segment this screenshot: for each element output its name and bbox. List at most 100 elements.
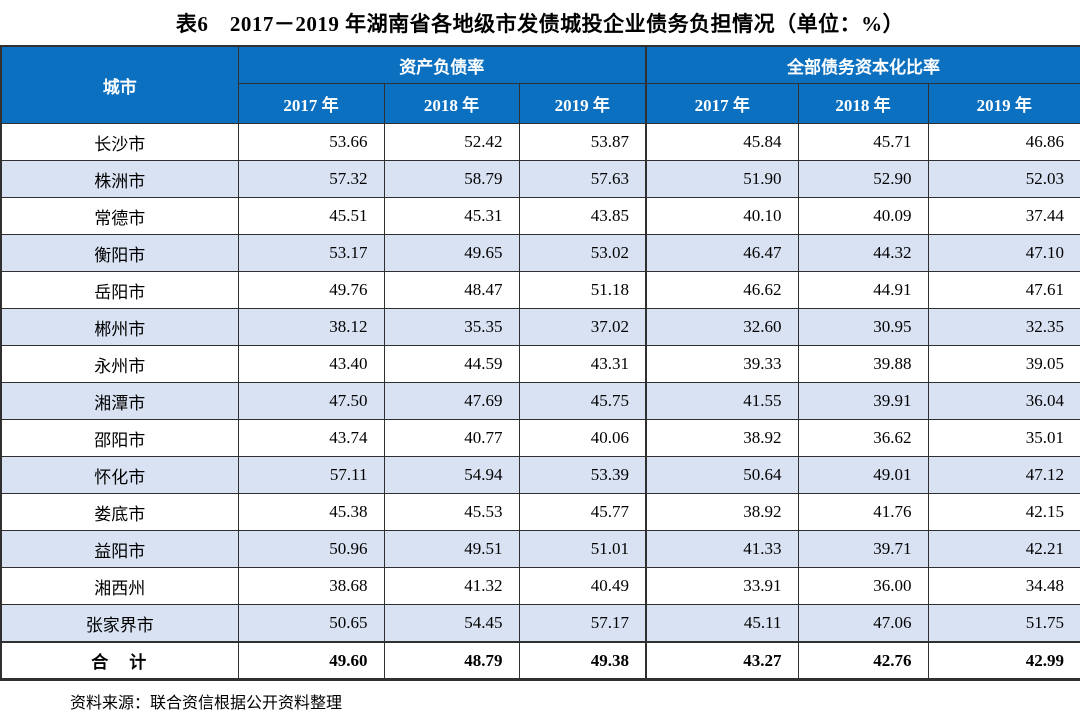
city-cell: 邵阳市 [0, 419, 239, 457]
value-cell: 52.42 [383, 123, 520, 161]
value-cell: 47.12 [927, 456, 1080, 494]
value-cell: 39.33 [645, 345, 799, 383]
city-column-header: 城市 [0, 45, 239, 124]
value-cell: 47.69 [383, 382, 520, 420]
value-cell: 53.17 [237, 234, 385, 272]
value-cell: 40.09 [797, 197, 929, 235]
table-header: 城市 资产负债率 全部债务资本化比率 2017 年 2018 年 2019 年 … [0, 45, 1080, 124]
value-cell: 48.47 [383, 271, 520, 309]
table-row: 张家界市 50.65 54.45 57.17 45.11 47.06 51.75 [0, 604, 1080, 643]
value-cell: 32.60 [645, 308, 799, 346]
value-cell: 44.91 [797, 271, 929, 309]
total-value-cell: 49.60 [237, 641, 385, 681]
value-cell: 41.76 [797, 493, 929, 531]
value-cell: 40.06 [518, 419, 647, 457]
value-cell: 32.35 [927, 308, 1080, 346]
value-cell: 51.75 [927, 604, 1080, 643]
value-cell: 49.65 [383, 234, 520, 272]
value-cell: 39.88 [797, 345, 929, 383]
year-header: 2018 年 [797, 83, 929, 124]
value-cell: 39.05 [927, 345, 1080, 383]
value-cell: 46.62 [645, 271, 799, 309]
value-cell: 35.01 [927, 419, 1080, 457]
value-cell: 51.01 [518, 530, 647, 568]
value-cell: 57.17 [518, 604, 647, 643]
value-cell: 43.85 [518, 197, 647, 235]
table-row: 衡阳市 53.17 49.65 53.02 46.47 44.32 47.10 [0, 234, 1080, 272]
table-row: 湘潭市 47.50 47.69 45.75 41.55 39.91 36.04 [0, 382, 1080, 420]
value-cell: 37.02 [518, 308, 647, 346]
year-header: 2019 年 [518, 83, 647, 124]
year-header: 2017 年 [645, 83, 799, 124]
value-cell: 38.92 [645, 419, 799, 457]
source-note: 资料来源：联合资信根据公开资料整理 [70, 695, 343, 712]
value-cell: 52.90 [797, 160, 929, 198]
value-cell: 39.91 [797, 382, 929, 420]
value-cell: 52.03 [927, 160, 1080, 198]
value-cell: 51.90 [645, 160, 799, 198]
table-row: 岳阳市 49.76 48.47 51.18 46.62 44.91 47.61 [0, 271, 1080, 309]
table-row: 怀化市 57.11 54.94 53.39 50.64 49.01 47.12 [0, 456, 1080, 494]
table-row: 长沙市 53.66 52.42 53.87 45.84 45.71 46.86 [0, 123, 1080, 161]
city-cell: 娄底市 [0, 493, 239, 531]
value-cell: 39.71 [797, 530, 929, 568]
value-cell: 58.79 [383, 160, 520, 198]
value-cell: 45.77 [518, 493, 647, 531]
year-header: 2019 年 [927, 83, 1080, 124]
value-cell: 41.33 [645, 530, 799, 568]
value-cell: 45.71 [797, 123, 929, 161]
table-row: 湘西州 38.68 41.32 40.49 33.91 36.00 34.48 [0, 567, 1080, 605]
value-cell: 47.50 [237, 382, 385, 420]
value-cell: 40.49 [518, 567, 647, 605]
value-cell: 45.75 [518, 382, 647, 420]
table-row: 株洲市 57.32 58.79 57.63 51.90 52.90 52.03 [0, 160, 1080, 198]
value-cell: 46.47 [645, 234, 799, 272]
value-cell: 57.63 [518, 160, 647, 198]
value-cell: 53.87 [518, 123, 647, 161]
value-cell: 45.11 [645, 604, 799, 643]
value-cell: 45.31 [383, 197, 520, 235]
total-value-cell: 43.27 [645, 641, 799, 681]
value-cell: 44.59 [383, 345, 520, 383]
value-cell: 38.12 [237, 308, 385, 346]
total-label-cell: 合 计 [0, 641, 239, 681]
value-cell: 53.39 [518, 456, 647, 494]
value-cell: 38.92 [645, 493, 799, 531]
city-cell: 株洲市 [0, 160, 239, 198]
city-cell: 湘潭市 [0, 382, 239, 420]
table-row: 郴州市 38.12 35.35 37.02 32.60 30.95 32.35 [0, 308, 1080, 346]
table-row: 常德市 45.51 45.31 43.85 40.10 40.09 37.44 [0, 197, 1080, 235]
city-cell: 衡阳市 [0, 234, 239, 272]
city-cell: 怀化市 [0, 456, 239, 494]
group-header-asset-liability-ratio: 资产负债率 [237, 45, 647, 84]
value-cell: 34.48 [927, 567, 1080, 605]
value-cell: 54.45 [383, 604, 520, 643]
total-value-cell: 49.38 [518, 641, 647, 681]
group-header-total-debt-capitalization-ratio: 全部债务资本化比率 [645, 45, 1080, 84]
year-header: 2017 年 [237, 83, 385, 124]
value-cell: 42.21 [927, 530, 1080, 568]
city-cell: 湘西州 [0, 567, 239, 605]
value-cell: 57.11 [237, 456, 385, 494]
group-header-row: 城市 资产负债率 全部债务资本化比率 [0, 45, 1080, 124]
city-cell: 长沙市 [0, 123, 239, 161]
city-cell: 郴州市 [0, 308, 239, 346]
city-cell: 益阳市 [0, 530, 239, 568]
value-cell: 47.06 [797, 604, 929, 643]
value-cell: 44.32 [797, 234, 929, 272]
value-cell: 42.15 [927, 493, 1080, 531]
value-cell: 36.62 [797, 419, 929, 457]
table-row: 益阳市 50.96 49.51 51.01 41.33 39.71 42.21 [0, 530, 1080, 568]
value-cell: 53.02 [518, 234, 647, 272]
value-cell: 36.04 [927, 382, 1080, 420]
city-cell: 常德市 [0, 197, 239, 235]
table-footer: 合 计 49.60 48.79 49.38 43.27 42.76 42.99 [0, 641, 1080, 681]
value-cell: 36.00 [797, 567, 929, 605]
year-header: 2018 年 [383, 83, 520, 124]
value-cell: 45.53 [383, 493, 520, 531]
value-cell: 43.40 [237, 345, 385, 383]
value-cell: 30.95 [797, 308, 929, 346]
city-cell: 永州市 [0, 345, 239, 383]
city-cell: 岳阳市 [0, 271, 239, 309]
table-row: 永州市 43.40 44.59 43.31 39.33 39.88 39.05 [0, 345, 1080, 383]
